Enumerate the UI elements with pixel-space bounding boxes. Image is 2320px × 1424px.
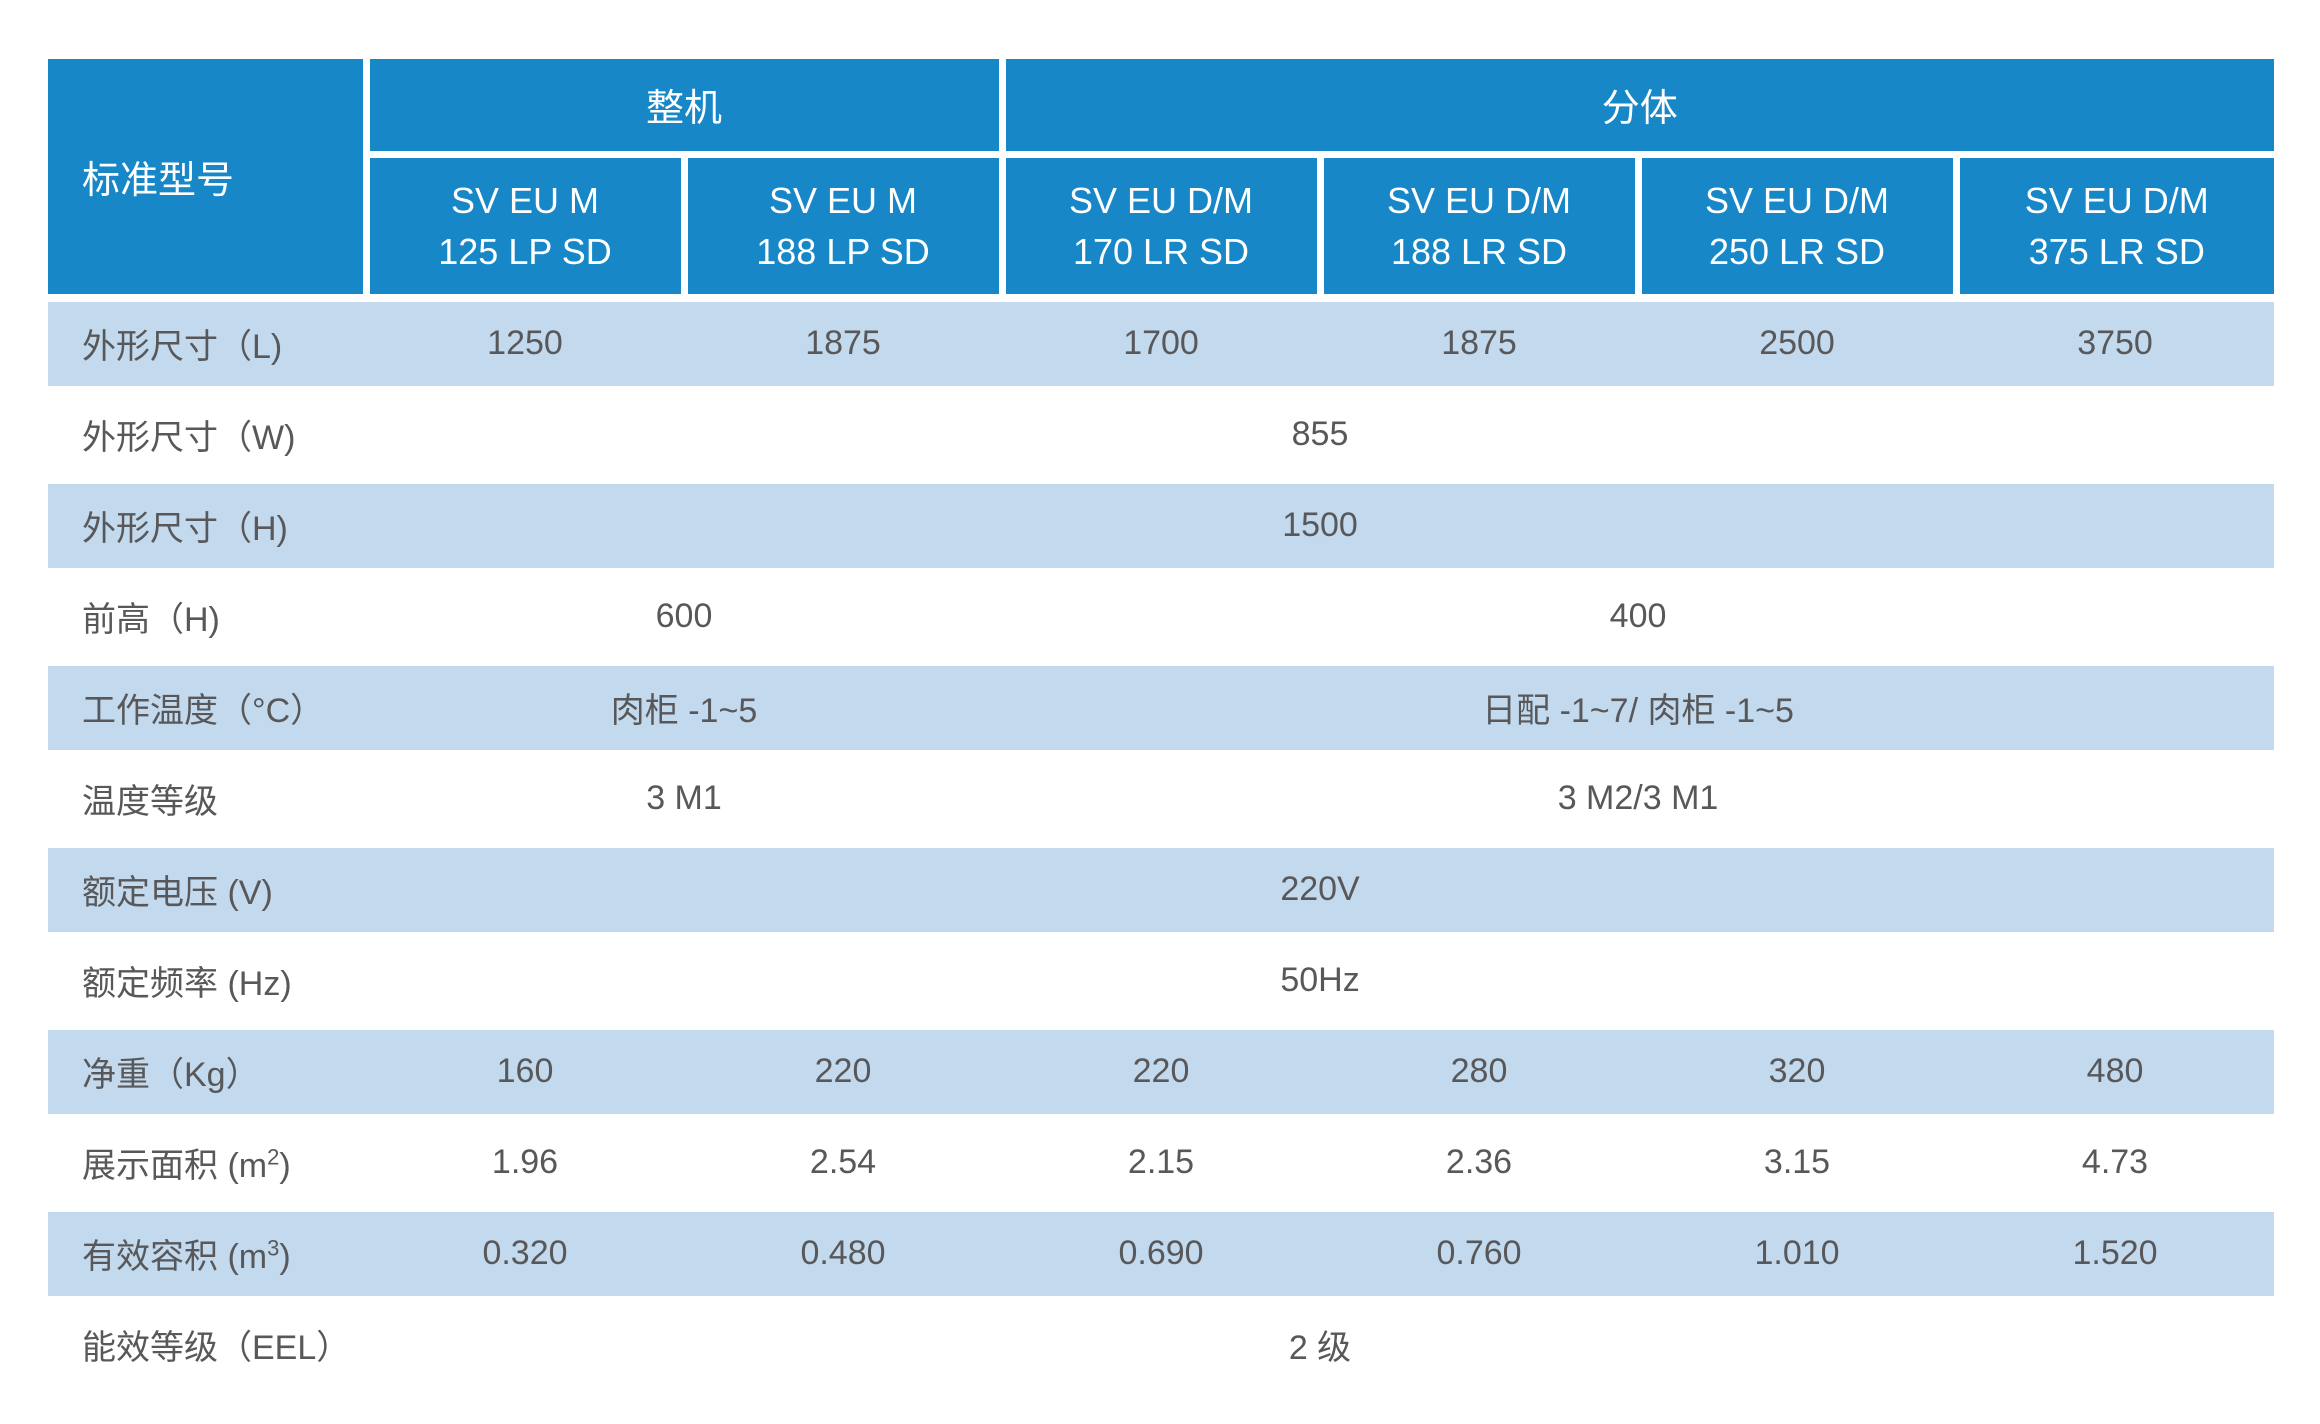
model-code: 125 LP SD — [438, 230, 612, 272]
row-label: 外形尺寸（L) — [48, 298, 366, 389]
row-label-text: ) — [279, 1238, 291, 1276]
model-column-header: SV EU D/M 250 LR SD — [1638, 154, 1960, 302]
model-series: SV EU D/M — [1705, 179, 1890, 221]
spec-value: 1875 — [1320, 298, 1639, 389]
model-code: 375 LR SD — [2028, 230, 2205, 272]
spec-value: 2.36 — [1445, 1143, 1513, 1181]
spec-value: 3 M2/3 M1 — [1557, 779, 1719, 817]
spec-value: 0.480 — [684, 1208, 1003, 1299]
model-column-header: SV EU M 188 LP SD — [684, 154, 1006, 302]
spec-value: 0.320 — [366, 1208, 684, 1299]
spec-value: 480 — [1956, 1026, 2275, 1117]
model-column-header: SV EU M 125 LP SD — [366, 154, 688, 302]
spec-row-display-area: 展示面积 (m2) 1.96 2.54 2.15 2.36 3.15 4.73 — [48, 1117, 2275, 1208]
spec-value: 0.690 — [1002, 1208, 1321, 1299]
group-header-complete-unit: 整机 — [366, 59, 1006, 158]
spec-value: 日配 -1~7/ 肉柜 -1~5 — [1002, 662, 2275, 753]
model-series: SV EU D/M — [1069, 179, 1254, 221]
spec-value: 2.54 — [809, 1143, 877, 1181]
spec-row-temperature-class: 温度等级 3 M1 3 M2/3 M1 — [48, 753, 2275, 844]
row-label: 有效容积 (m3) — [48, 1208, 366, 1299]
model-series: SV EU M — [450, 179, 600, 221]
spec-value: 0.760 — [1320, 1208, 1639, 1299]
spec-value: 220 — [684, 1026, 1003, 1117]
row-label: 温度等级 — [82, 783, 218, 821]
model-column-header: SV EU D/M 188 LR SD — [1320, 154, 1642, 302]
row-label-text: ) — [279, 1147, 291, 1185]
product-spec-table: 标准型号 整机 分体 SV EU M 125 LP SD SV EU M 188… — [48, 59, 2275, 1394]
row-label: 额定电压 (V) — [48, 844, 366, 935]
spec-value: 1700 — [1002, 298, 1321, 389]
spec-value: 2 级 — [1288, 1329, 1352, 1367]
spec-row-rated-voltage: 额定电压 (V) 220V — [48, 844, 2275, 935]
row-label: 外形尺寸（W) — [82, 419, 296, 457]
spec-row-dimension-l: 外形尺寸（L) 1250 1875 1700 1875 2500 3750 — [48, 298, 2275, 389]
spec-value: 855 — [1291, 415, 1349, 453]
spec-value: 320 — [1638, 1026, 1957, 1117]
spec-value: 220 — [1002, 1026, 1321, 1117]
model-column-header: SV EU D/M 375 LR SD — [1956, 154, 2275, 302]
spec-value: 600 — [655, 597, 713, 635]
spec-value: 1875 — [684, 298, 1003, 389]
spec-value: 肉柜 -1~5 — [366, 662, 1003, 753]
spec-row-front-height: 前高（H) 600 400 — [48, 571, 2275, 662]
row-label: 能效等级（EEL） — [82, 1329, 351, 1367]
spec-value: 400 — [1609, 597, 1667, 635]
row-label: 净重（Kg） — [48, 1026, 366, 1117]
spec-row-rated-frequency: 额定频率 (Hz) 50Hz — [48, 935, 2275, 1026]
row-label: 工作温度（°C） — [48, 662, 366, 753]
model-column-header: SV EU D/M 170 LR SD — [1002, 154, 1324, 302]
model-code: 188 LR SD — [1390, 230, 1568, 272]
spec-value: 220V — [366, 844, 2275, 935]
model-code: 170 LR SD — [1072, 230, 1250, 272]
spec-row-dimension-w: 外形尺寸（W) 855 — [48, 389, 2275, 480]
superscript: 3 — [267, 1235, 280, 1261]
spec-value: 2.15 — [1127, 1143, 1195, 1181]
spec-value: 160 — [366, 1026, 684, 1117]
spec-value: 2500 — [1638, 298, 1957, 389]
row-label: 前高（H) — [82, 601, 220, 639]
spec-value: 1.010 — [1638, 1208, 1957, 1299]
spec-value: 280 — [1320, 1026, 1639, 1117]
model-code: 250 LR SD — [1708, 230, 1886, 272]
model-series: SV EU D/M — [1387, 179, 1572, 221]
spec-value: 1500 — [366, 480, 2275, 571]
header-model-row: SV EU M 125 LP SD SV EU M 188 LP SD SV E… — [48, 154, 2275, 302]
model-series: SV EU M — [768, 179, 918, 221]
row-label: 展示面积 (m2) — [48, 1117, 366, 1208]
model-code: 188 LP SD — [756, 230, 930, 272]
spec-value: 3750 — [1956, 298, 2275, 389]
model-series: SV EU D/M — [2024, 179, 2209, 221]
row-label-text: 展示面积 (m — [82, 1147, 268, 1185]
spec-value: 1250 — [366, 298, 684, 389]
spec-value: 50Hz — [1280, 961, 1360, 999]
row-label: 外形尺寸（H) — [48, 480, 366, 571]
group-header-split-unit: 分体 — [1002, 59, 2275, 158]
row-label-text: 有效容积 (m — [82, 1238, 268, 1276]
spec-row-energy-efficiency: 能效等级（EEL） 2 级 — [48, 1299, 2275, 1390]
spec-row-effective-volume: 有效容积 (m3) 0.320 0.480 0.690 0.760 1.010 … — [48, 1208, 2275, 1299]
spec-row-working-temperature: 工作温度（°C） 肉柜 -1~5 日配 -1~7/ 肉柜 -1~5 — [48, 662, 2275, 753]
spec-value: 1.96 — [491, 1143, 559, 1181]
spec-value: 3 M1 — [646, 779, 722, 817]
header-model-label: 标准型号 — [48, 59, 370, 302]
spec-row-dimension-h: 外形尺寸（H) 1500 — [48, 480, 2275, 571]
spec-value: 3.15 — [1763, 1143, 1831, 1181]
spec-value: 1.520 — [1956, 1208, 2275, 1299]
row-label: 额定频率 (Hz) — [82, 965, 292, 1003]
superscript: 2 — [267, 1144, 280, 1170]
spec-row-net-weight: 净重（Kg） 160 220 220 280 320 480 — [48, 1026, 2275, 1117]
spec-value: 4.73 — [2081, 1143, 2149, 1181]
header-group-row: 标准型号 整机 分体 — [48, 59, 2275, 302]
